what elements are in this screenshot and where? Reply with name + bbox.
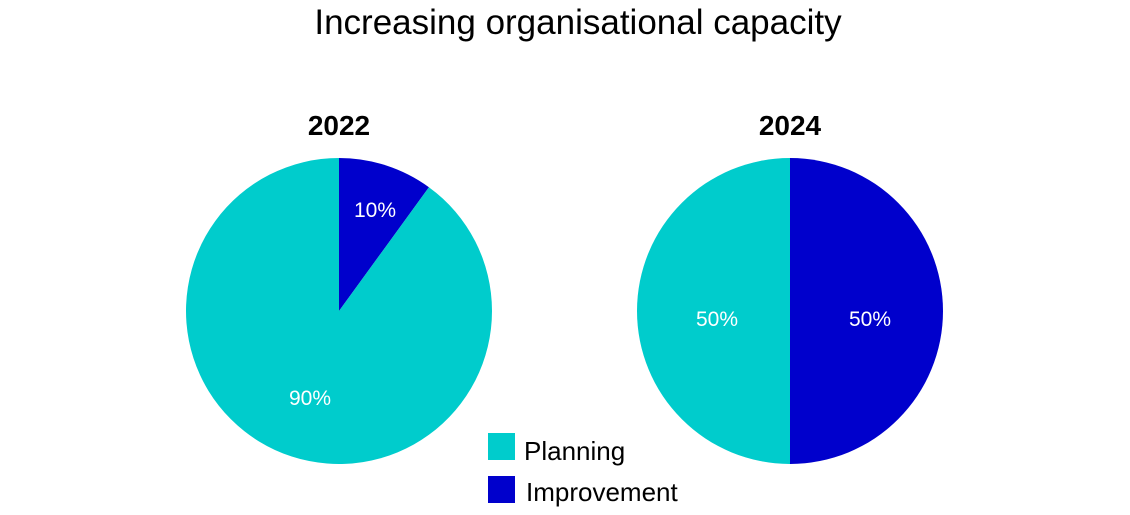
pie-2024-labels: 50% 50% [696,308,891,331]
pie-2024-planning-label: 50% [696,308,738,331]
pie-2022-slices [185,158,492,465]
legend-swatch-planning [488,433,515,460]
legend: Planning Improvement [488,433,678,507]
pie-2024-title: 2024 [759,110,822,141]
legend-label-planning: Planning [524,436,625,466]
pie-2022-labels: 10% 90% [289,199,396,410]
pie-2024: 2024 50% 50% [637,110,943,464]
pie-2024-slices [637,158,943,464]
legend-swatch-improvement [488,476,515,503]
pie-2022-slice-planning [185,158,492,465]
pie-2024-slice-improvement [790,158,943,464]
pie-2024-improvement-label: 50% [849,308,891,331]
legend-label-improvement: Improvement [526,477,678,507]
pie-2022: 2022 10% 90% [185,110,492,465]
pie-2024-slice-planning [637,158,790,464]
chart-title: Increasing organisational capacity [314,3,842,42]
pie-2022-slice-improvement [339,158,429,311]
pie-2022-improvement-label: 10% [354,199,396,222]
pie-2022-title: 2022 [308,110,370,141]
pie-2022-planning-label: 90% [289,387,331,410]
